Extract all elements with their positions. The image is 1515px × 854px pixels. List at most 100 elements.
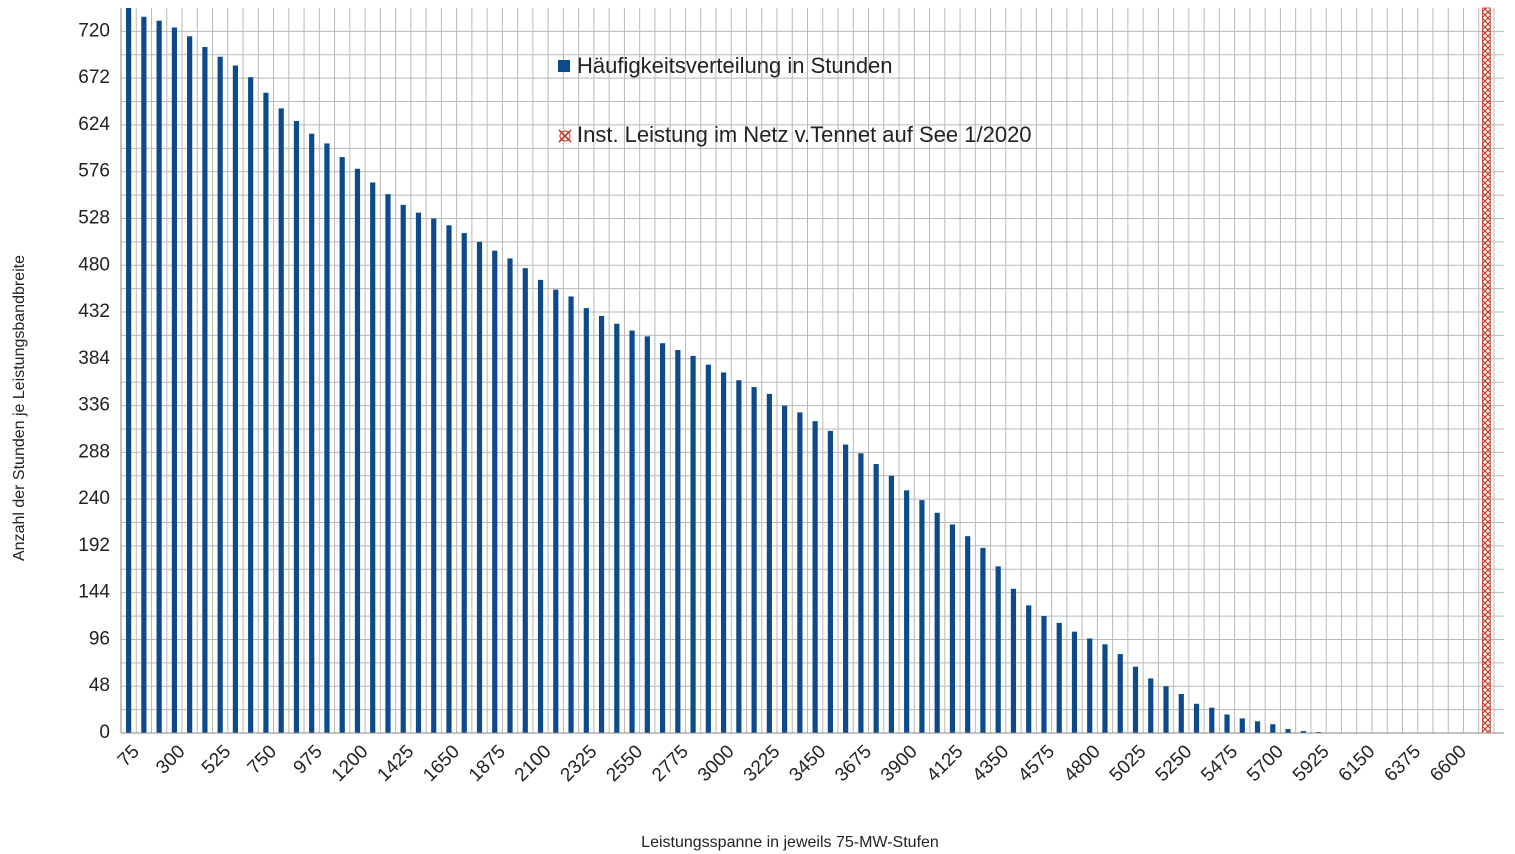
bar <box>202 46 208 733</box>
y-tick-label: 624 <box>78 114 110 135</box>
bar <box>751 387 757 733</box>
bar <box>858 453 864 733</box>
bar <box>644 336 650 733</box>
bar <box>1285 729 1291 733</box>
bar <box>1071 631 1078 733</box>
bar <box>492 250 498 734</box>
bar <box>553 289 559 733</box>
bar <box>461 233 467 733</box>
x-tick-label: 5025 <box>1106 741 1151 786</box>
bar <box>812 421 818 733</box>
bar <box>141 16 147 734</box>
bar <box>370 182 376 733</box>
y-tick-label: 576 <box>78 161 110 182</box>
x-tick-label: 1875 <box>465 741 510 786</box>
x-tick-label: 2100 <box>511 741 556 786</box>
bar <box>598 315 605 733</box>
x-tick-label: 750 <box>244 741 281 778</box>
bar <box>690 355 696 733</box>
bar <box>278 108 284 733</box>
bar <box>187 36 193 734</box>
bar <box>293 121 300 733</box>
x-tick-label: 2325 <box>557 741 602 786</box>
x-tick-label: 3675 <box>831 741 876 786</box>
x-tick-label: 4800 <box>1060 741 1105 786</box>
bar <box>1056 622 1062 733</box>
x-tick-label: 75 <box>114 741 144 771</box>
x-tick-label: 300 <box>152 741 189 778</box>
legend-swatch <box>558 129 572 143</box>
bar <box>324 143 330 734</box>
y-tick-label: 480 <box>78 254 110 275</box>
y-tick-label: 384 <box>78 348 110 369</box>
x-tick-label: 3900 <box>877 741 922 786</box>
x-tick-label: 1200 <box>328 741 373 786</box>
bar <box>843 444 849 733</box>
bar <box>400 204 406 733</box>
bar <box>919 500 925 733</box>
bar <box>126 8 132 733</box>
bar <box>797 412 803 733</box>
y-tick-label: 432 <box>78 301 110 322</box>
y-tick-label: 96 <box>89 628 110 649</box>
bar <box>415 212 422 734</box>
x-tick-label: 3225 <box>740 741 785 786</box>
y-tick-label: 528 <box>78 207 110 228</box>
x-tick-label: 5250 <box>1152 741 1197 786</box>
x-tick-label: 2775 <box>648 741 693 786</box>
bar <box>782 405 788 733</box>
bar <box>1117 654 1123 733</box>
bar <box>980 547 986 733</box>
bar <box>537 279 544 733</box>
x-tick-label: 6150 <box>1335 741 1380 786</box>
x-tick-label: 2550 <box>602 741 647 786</box>
bar <box>965 536 971 733</box>
bar <box>1224 714 1230 733</box>
bar <box>934 512 940 733</box>
bar <box>1178 694 1184 733</box>
x-tick-label: 5925 <box>1289 741 1334 786</box>
legend-swatch <box>559 130 571 142</box>
legend-label: Inst. Leistung im Netz v.Tennet auf See … <box>577 122 1032 147</box>
y-tick-label: 672 <box>78 67 110 88</box>
y-tick-label: 240 <box>78 488 110 509</box>
x-tick-label: 525 <box>198 741 235 778</box>
bar <box>446 225 452 733</box>
y-tick-label: 720 <box>78 20 110 41</box>
x-tick-label: 1425 <box>374 741 419 786</box>
bar <box>1193 703 1200 733</box>
bar <box>1132 666 1139 733</box>
bar <box>507 258 513 733</box>
bar <box>263 92 269 734</box>
bar <box>248 77 254 733</box>
bar <box>476 241 483 733</box>
y-tick-label: 192 <box>78 535 110 556</box>
x-tick-label: 3000 <box>694 741 739 786</box>
bar <box>736 380 742 733</box>
bar <box>675 350 681 733</box>
bar <box>614 323 620 733</box>
x-tick-label: 5700 <box>1243 741 1288 786</box>
bar <box>1239 718 1245 733</box>
legend-swatch <box>558 60 570 72</box>
x-tick-label: 5475 <box>1197 741 1242 786</box>
x-tick-label: 3450 <box>785 741 830 786</box>
bar <box>339 157 345 733</box>
bar <box>431 218 437 733</box>
bar <box>888 475 895 733</box>
bar <box>1481 7 1491 734</box>
bar <box>309 133 315 734</box>
x-axis-title: Leistungsspanne in jeweils 75-MW-Stufen <box>641 834 939 851</box>
bar <box>1010 588 1017 733</box>
y-tick-label: 144 <box>78 582 110 603</box>
bar <box>720 372 727 733</box>
x-tick-label: 975 <box>290 741 327 778</box>
bar <box>1148 678 1154 733</box>
x-tick-label: 4575 <box>1014 741 1059 786</box>
bar <box>385 194 391 733</box>
bar <box>904 490 910 733</box>
y-tick-label: 336 <box>78 395 110 416</box>
bar <box>827 430 833 733</box>
